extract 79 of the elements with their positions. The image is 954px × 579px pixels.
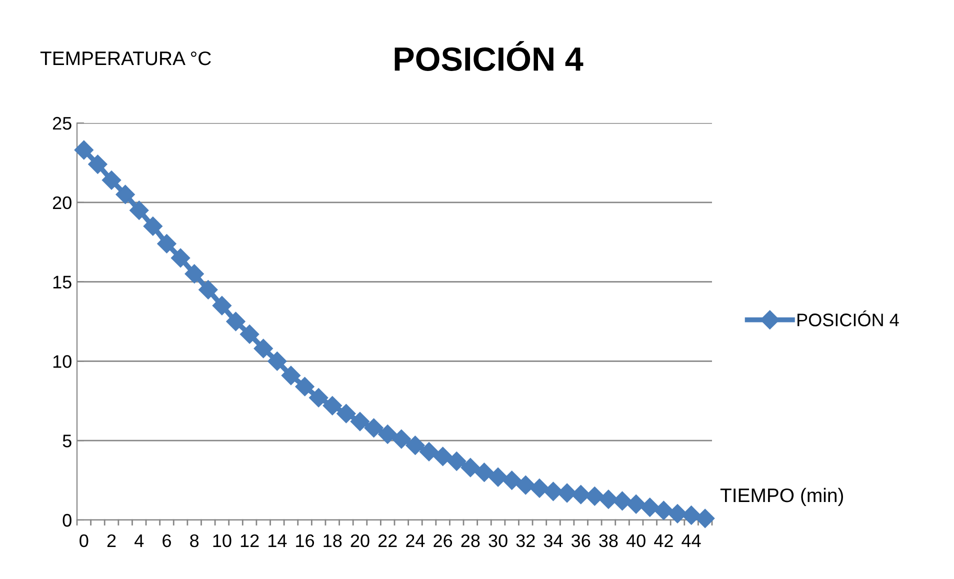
x-tick-label: 44 bbox=[682, 534, 701, 547]
point bbox=[530, 478, 549, 498]
point bbox=[212, 296, 232, 316]
x-tick-label: 24 bbox=[406, 534, 425, 547]
legend-label: POSICIÓN 4 bbox=[798, 310, 899, 326]
point bbox=[102, 170, 122, 190]
point bbox=[682, 506, 701, 525]
point bbox=[612, 491, 632, 510]
point bbox=[502, 470, 522, 490]
x-tick-label: 20 bbox=[350, 534, 370, 548]
point bbox=[226, 312, 246, 332]
point bbox=[143, 216, 162, 236]
y-tick-label: 20 bbox=[52, 196, 72, 210]
y-tick-label: 5 bbox=[62, 434, 72, 448]
y-tick-label: 25 bbox=[52, 116, 72, 130]
point bbox=[336, 404, 356, 424]
point bbox=[433, 446, 452, 466]
point bbox=[295, 377, 314, 396]
point bbox=[406, 436, 425, 455]
x-tick-label: 10 bbox=[213, 534, 232, 548]
point bbox=[116, 184, 135, 204]
point bbox=[184, 264, 204, 284]
x-tick-label: 26 bbox=[434, 534, 452, 548]
x-tick-label: 36 bbox=[572, 534, 590, 548]
x-tick-label: 22 bbox=[378, 534, 397, 547]
point bbox=[198, 280, 218, 300]
x-tick-label: 38 bbox=[599, 534, 618, 548]
x-tick-label: 4 bbox=[134, 534, 144, 547]
x-tick-label: 42 bbox=[654, 534, 673, 547]
point bbox=[281, 366, 300, 386]
x-tick-label: 2 bbox=[107, 534, 116, 547]
x-tick-label: 18 bbox=[324, 534, 342, 548]
point bbox=[350, 412, 370, 432]
point bbox=[585, 486, 604, 506]
point bbox=[558, 483, 577, 503]
y-tick-label: 10 bbox=[53, 355, 72, 368]
point bbox=[240, 324, 260, 344]
x-tick-label: 6 bbox=[162, 534, 171, 548]
x-tick-label: 0 bbox=[80, 534, 88, 548]
point bbox=[654, 500, 674, 520]
point bbox=[447, 452, 466, 471]
chart-title: POSICIÓN 4 bbox=[394, 41, 584, 71]
point bbox=[696, 508, 715, 528]
point bbox=[171, 248, 190, 268]
point bbox=[488, 468, 508, 487]
point bbox=[322, 396, 342, 416]
point bbox=[74, 140, 94, 160]
point bbox=[309, 388, 328, 408]
x-axis-title: TIEMPO (min) bbox=[720, 488, 844, 506]
point bbox=[474, 462, 494, 482]
point bbox=[378, 424, 398, 444]
x-tick-label: 32 bbox=[516, 534, 535, 548]
point bbox=[516, 476, 536, 495]
point bbox=[640, 498, 660, 517]
point bbox=[364, 418, 384, 438]
point bbox=[544, 482, 563, 501]
x-tick-label: 40 bbox=[626, 534, 646, 548]
point bbox=[668, 504, 688, 524]
y-tick-label: 15 bbox=[53, 276, 72, 289]
x-tick-label: 8 bbox=[190, 534, 199, 548]
x-tick-label: 16 bbox=[296, 534, 314, 548]
point bbox=[626, 494, 646, 514]
y-axis-title: TEMPERATURA °C bbox=[40, 51, 211, 66]
x-tick-label: 14 bbox=[268, 534, 287, 547]
point bbox=[419, 442, 439, 462]
point bbox=[88, 154, 108, 174]
point bbox=[571, 485, 590, 504]
y-tick-label: 0 bbox=[62, 514, 72, 527]
x-tick-label: 28 bbox=[461, 534, 480, 548]
point bbox=[268, 352, 287, 371]
point bbox=[598, 490, 618, 509]
point bbox=[460, 458, 480, 478]
point bbox=[392, 429, 411, 449]
point bbox=[157, 234, 176, 254]
point bbox=[254, 338, 273, 358]
x-tick-label: 12 bbox=[240, 534, 259, 547]
x-tick-label: 34 bbox=[544, 534, 563, 548]
point bbox=[130, 200, 149, 220]
x-tick-label: 30 bbox=[488, 534, 508, 548]
